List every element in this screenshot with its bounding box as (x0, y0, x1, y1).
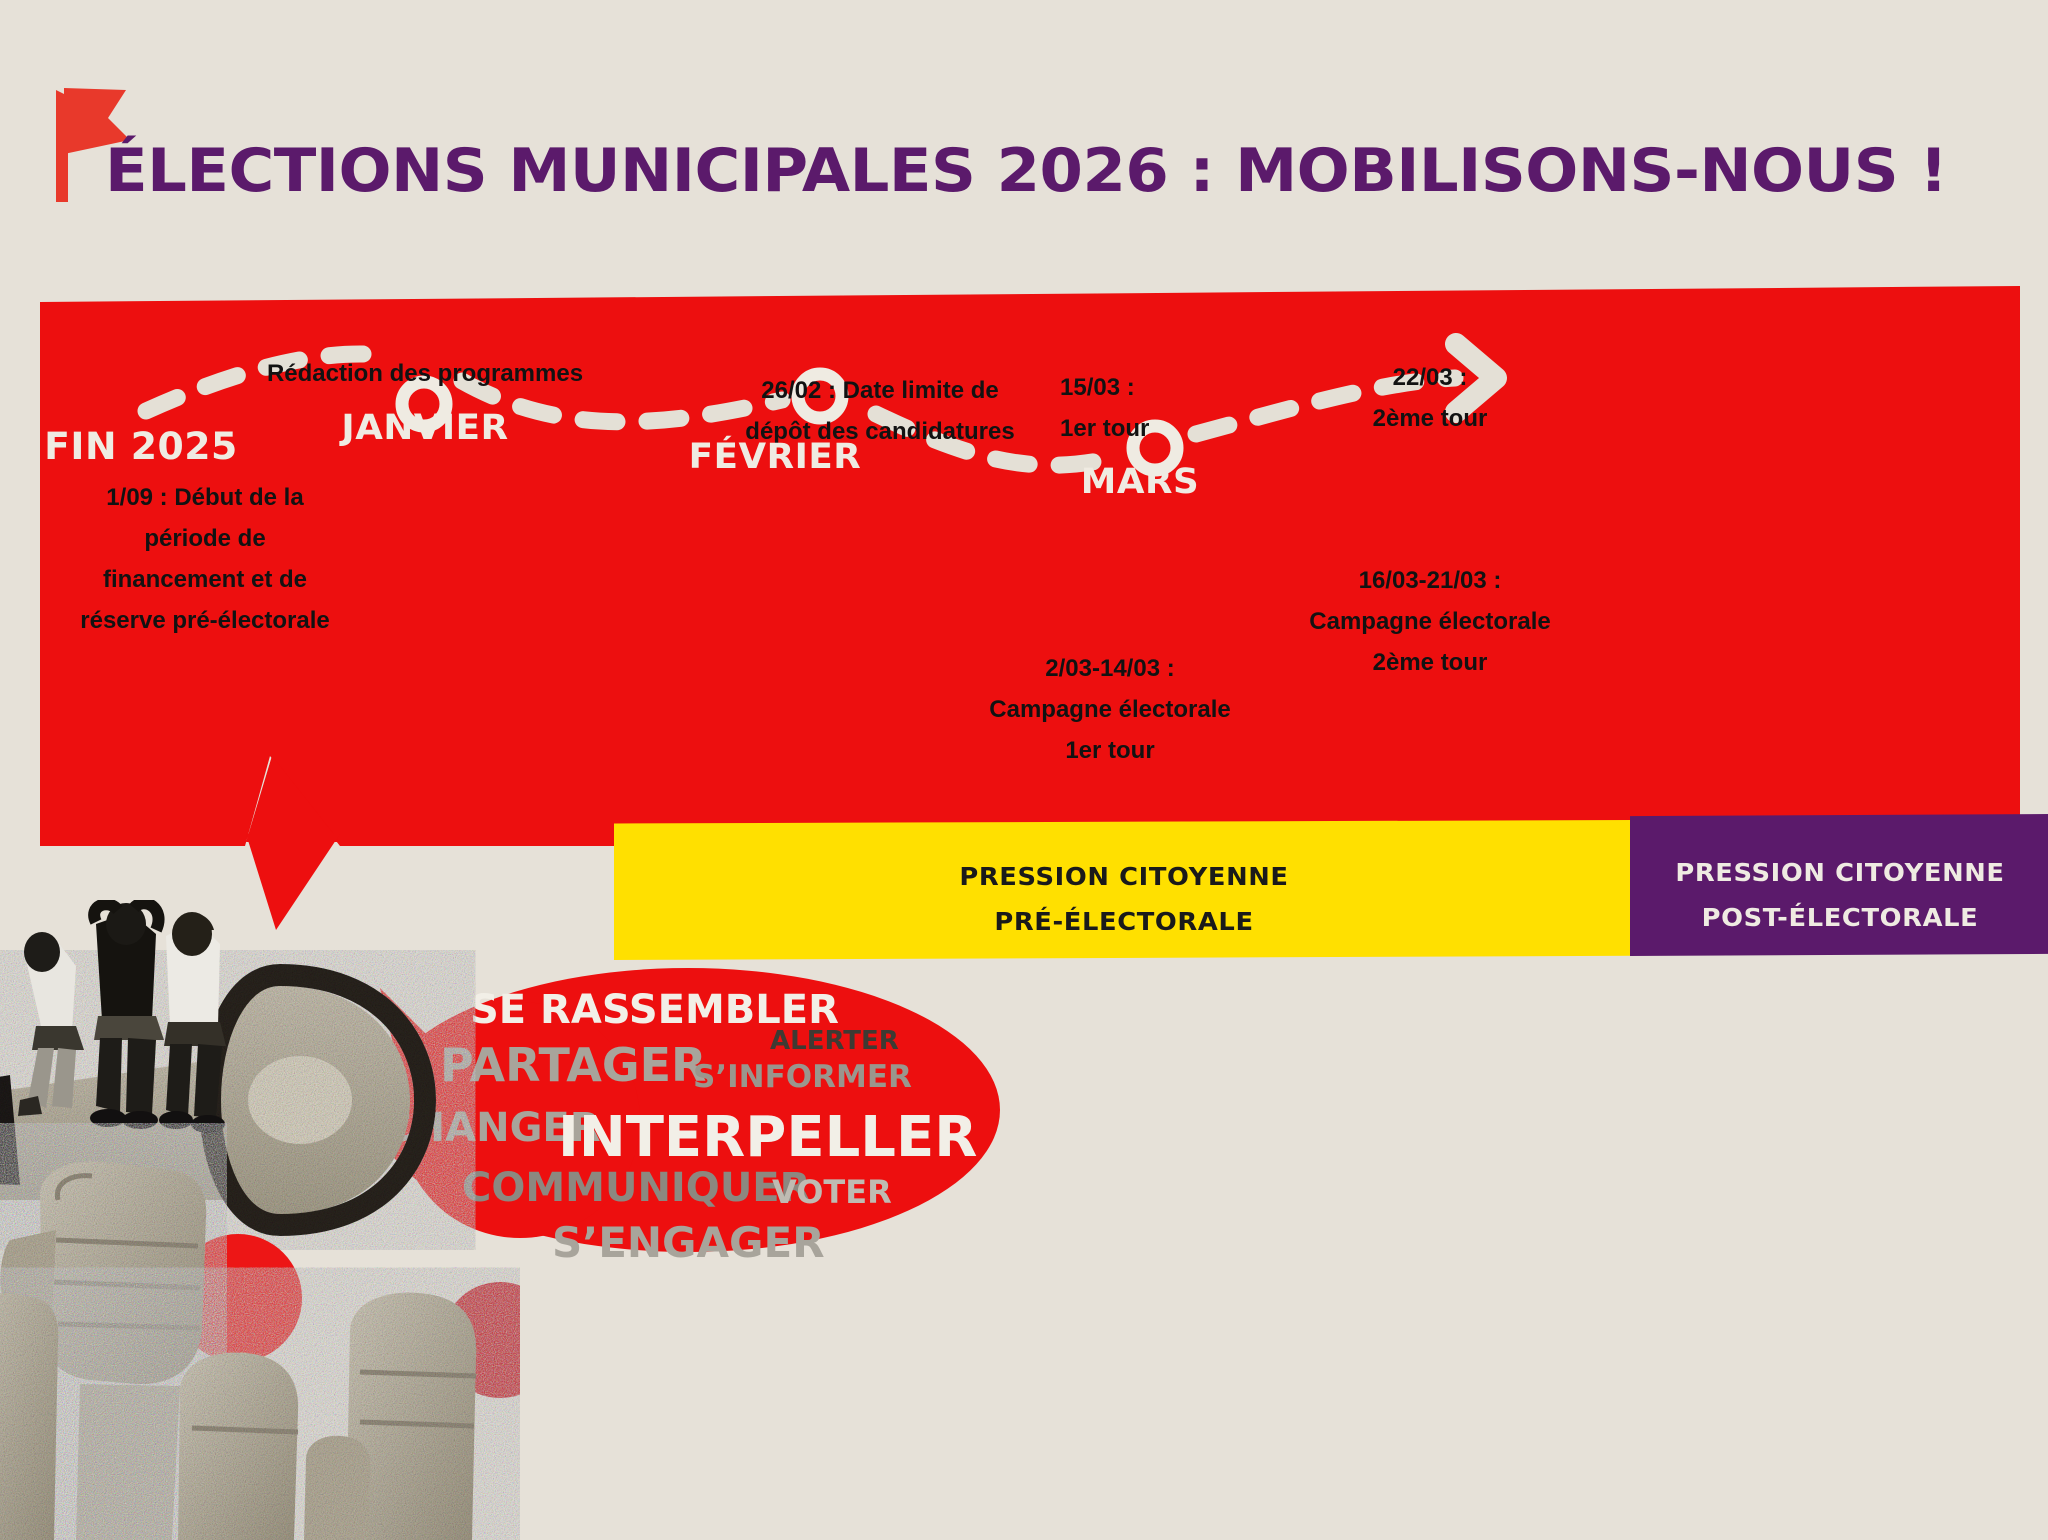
banner-pression-citoyenne-pre-electorale: PRESSION CITOYENNE PRÉ-ÉLECTORALE (614, 820, 1634, 960)
milestone-detail-janvier: Rédaction des programmes (205, 357, 645, 391)
word-cloud-item: VOTER (772, 1176, 892, 1208)
detail-line: 2/03-14/03 : (950, 648, 1270, 689)
detail-line: 26/02 : Date limite de (680, 370, 1080, 411)
banner-post-text: PRESSION CITOYENNE POST-ÉLECTORALE (1624, 850, 2048, 940)
event-campagne-2eme-tour: 16/03-21/03 : Campagne électorale 2ème t… (1240, 560, 1620, 683)
word-cloud-item: ALERTER (770, 1028, 899, 1054)
word-cloud-item: S’INFORMER (693, 1062, 912, 1093)
detail-line: 1er tour (1060, 408, 1260, 449)
milestone-detail-mars: 15/03 : 1er tour (1060, 367, 1260, 449)
event-second-tour: 22/03 : 2ème tour (1295, 357, 1565, 439)
milestone-label-janvier: JANVIER (303, 408, 548, 448)
banner-pre-line2: PRÉ-ÉLECTORALE (599, 899, 1650, 944)
word-cloud-item: SE RASSEMBLER (470, 990, 839, 1030)
banner-post-line1: PRESSION CITOYENNE (1624, 850, 2048, 895)
protest-collage (0, 900, 520, 1540)
detail-line: réserve pré-électorale (40, 600, 370, 641)
page-title: ÉLECTIONS MUNICIPALES 2026 : MOBILISONS-… (105, 140, 2048, 202)
detail-line: 22/03 : (1295, 357, 1565, 398)
page-title-container: ÉLECTIONS MUNICIPALES 2026 : MOBILISONS-… (105, 140, 2005, 220)
word-cloud-item: S’ENGAGER (552, 1222, 825, 1264)
detail-line: Campagne électorale (950, 689, 1270, 730)
word-cloud-item: INTERPELLER (558, 1110, 977, 1166)
milestone-label-mars: MARS (1028, 462, 1252, 502)
banner-pre-line1: PRESSION CITOYENNE (599, 854, 1650, 899)
banner-pression-citoyenne-post-electorale: PRESSION CITOYENNE POST-ÉLECTORALE (1630, 814, 2048, 956)
detail-line: 15/03 : (1060, 367, 1260, 408)
milestone-label-fevrier: FÉVRIER (658, 437, 893, 477)
banner-post-line2: POST-ÉLECTORALE (1624, 895, 2048, 940)
milestone-label-fin-2025: FIN 2025 (44, 425, 238, 468)
banner-pre-text: PRESSION CITOYENNE PRÉ-ÉLECTORALE (599, 854, 1650, 944)
detail-line: Rédaction des programmes (205, 357, 645, 391)
detail-line: 2ème tour (1295, 398, 1565, 439)
detail-line: financement et de (40, 559, 370, 600)
detail-line: 16/03-21/03 : (1240, 560, 1620, 601)
detail-line: 1er tour (950, 730, 1270, 771)
detail-line: 2ème tour (1240, 642, 1620, 683)
detail-line: période de (40, 518, 370, 559)
milestone-detail-fin-2025: 1/09 : Début de la période de financemen… (40, 477, 370, 641)
event-campagne-1er-tour: 2/03-14/03 : Campagne électorale 1er tou… (950, 648, 1270, 771)
detail-line: Campagne électorale (1240, 601, 1620, 642)
detail-line: 1/09 : Début de la (40, 477, 370, 518)
